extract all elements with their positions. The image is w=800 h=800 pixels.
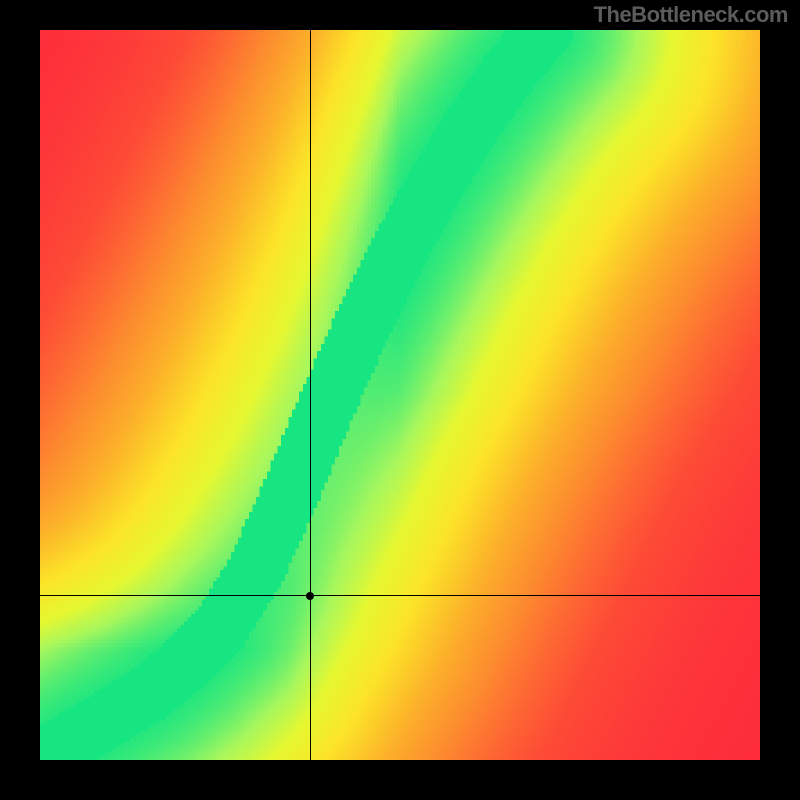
plot-area [40,30,760,760]
crosshair-vertical [310,30,311,760]
heatmap-canvas [40,30,760,760]
crosshair-horizontal [40,595,760,596]
marker-point [306,592,314,600]
chart-container: TheBottleneck.com [0,0,800,800]
watermark-text: TheBottleneck.com [594,2,788,28]
